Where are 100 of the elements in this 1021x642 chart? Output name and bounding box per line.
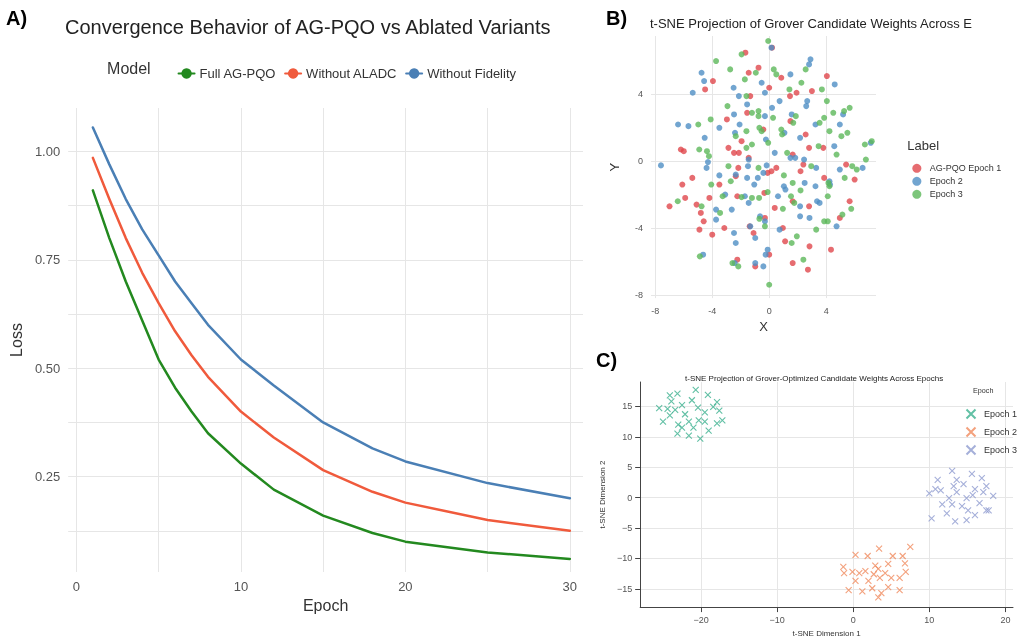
y-tick-label: 1.00 — [34, 143, 61, 159]
x-axis-title: Epoch — [302, 597, 349, 615]
point — [877, 589, 885, 597]
legend-title: Label — [907, 137, 940, 153]
x-tick-label: 0 — [766, 305, 772, 316]
legend-label: Epoch 3 — [984, 445, 1018, 455]
point — [875, 545, 883, 553]
y-tick-label: 0 — [627, 492, 633, 503]
y-tick-label: 0 — [637, 156, 643, 167]
point — [864, 577, 872, 585]
x-tick-label: 30 — [562, 579, 578, 594]
point — [715, 407, 723, 415]
x-tick-label: 10 — [233, 579, 249, 594]
point — [889, 552, 897, 560]
point — [931, 485, 939, 493]
y-tick-label: 15 — [622, 401, 633, 412]
x-tick-label: 4 — [823, 305, 829, 316]
point — [696, 435, 704, 443]
legend-label: Epoch 1 — [984, 409, 1018, 419]
point — [688, 396, 696, 404]
point — [928, 514, 936, 522]
legend-label: AG-PQO Epoch 1 — [929, 163, 1002, 174]
point — [671, 406, 679, 414]
point — [884, 560, 892, 568]
legend-title: Model — [107, 59, 151, 77]
point — [704, 391, 712, 399]
x-tick-label: 20 — [1000, 614, 1011, 625]
text: A) — [6, 7, 28, 29]
point — [887, 574, 895, 582]
point — [861, 567, 869, 575]
point — [881, 569, 889, 577]
x-tick-label: 0 — [850, 614, 856, 625]
y-tick-label: −15 — [616, 583, 633, 594]
point — [964, 506, 972, 514]
text: C) — [596, 349, 618, 371]
legend-label: Epoch 2 — [929, 176, 963, 187]
legend-label: Full AG-PQO — [199, 66, 276, 81]
y-tick-label: 0.75 — [34, 252, 61, 268]
y-tick-label: 4 — [637, 89, 643, 100]
point — [884, 583, 892, 591]
y-axis-title: t-SNE Dimension 2 — [597, 459, 607, 529]
text: B) — [606, 7, 628, 29]
x-tick-label: −10 — [769, 614, 785, 625]
point — [934, 476, 942, 484]
x-tick-label: -4 — [708, 305, 717, 316]
point — [906, 543, 914, 551]
legend-label: Without Fidelity — [427, 66, 517, 81]
y-tick-label: −5 — [621, 523, 633, 534]
point — [709, 403, 717, 411]
point — [701, 408, 709, 416]
y-axis-title: Loss — [7, 323, 25, 357]
point — [678, 401, 686, 409]
x-tick-label: −20 — [693, 614, 709, 625]
chart-title: Convergence Behavior of AG-PQO vs Ablated Variants — [65, 16, 551, 38]
point — [848, 568, 856, 576]
point — [673, 430, 681, 438]
x-tick-label: -8 — [651, 305, 660, 316]
y-tick-label: −10 — [616, 553, 633, 564]
point — [713, 419, 721, 427]
chart-title: t-SNE Projection of Grover Candidate Weights Across E — [650, 16, 973, 31]
x-axis-title: t-SNE Dimension 1 — [792, 628, 862, 638]
x-axis-title: X — [759, 319, 769, 334]
line-series — [91, 189, 572, 561]
point — [701, 417, 709, 426]
point — [951, 517, 959, 525]
point — [959, 480, 968, 488]
point — [975, 499, 984, 507]
point — [896, 574, 904, 582]
point — [674, 421, 682, 429]
point — [659, 417, 667, 426]
y-axis-title: Y — [607, 162, 622, 172]
y-tick-label: -8 — [634, 289, 643, 300]
chart-title: t-SNE Projection of Grover-Optimized Candidate Weights Across Epochs — [685, 373, 944, 383]
point — [855, 569, 863, 577]
y-tick-label: 10 — [622, 431, 633, 442]
legend-label: Epoch 3 — [929, 189, 963, 200]
line-series — [91, 156, 572, 533]
point — [958, 502, 966, 510]
point — [851, 551, 860, 559]
y-tick-label: -4 — [634, 222, 643, 233]
x-tick-label: 10 — [924, 614, 935, 625]
point — [694, 404, 702, 412]
point — [681, 410, 689, 418]
point — [685, 431, 693, 440]
x-tick-label: 20 — [398, 579, 413, 594]
point — [864, 552, 872, 560]
point — [692, 386, 700, 394]
point — [845, 586, 853, 594]
point — [896, 586, 904, 594]
point — [963, 516, 971, 524]
point — [943, 509, 951, 517]
point — [963, 494, 971, 502]
x-tick-label: 0 — [72, 579, 81, 594]
y-tick-label: 5 — [627, 462, 633, 473]
point — [971, 511, 979, 519]
point — [678, 424, 686, 432]
legend-label: Epoch 2 — [984, 427, 1018, 437]
line-series — [91, 126, 572, 500]
point — [851, 577, 860, 585]
y-tick-label: 0.25 — [34, 469, 61, 485]
